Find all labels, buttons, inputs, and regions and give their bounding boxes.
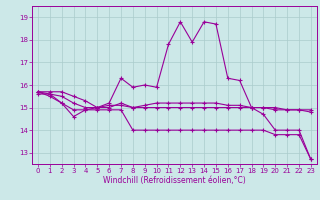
X-axis label: Windchill (Refroidissement éolien,°C): Windchill (Refroidissement éolien,°C): [103, 176, 246, 185]
